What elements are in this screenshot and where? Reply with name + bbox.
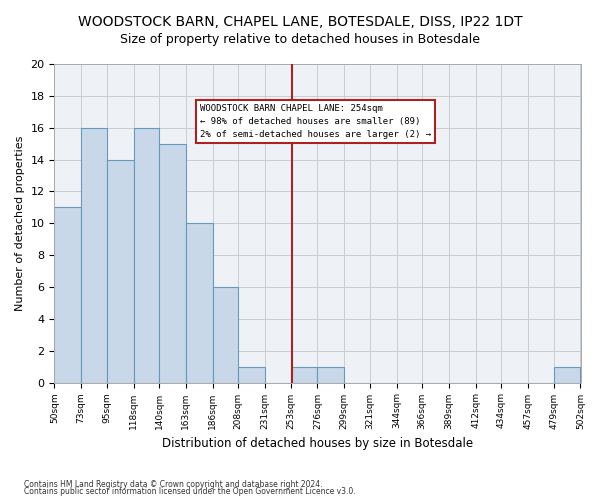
- Text: Contains HM Land Registry data © Crown copyright and database right 2024.: Contains HM Land Registry data © Crown c…: [24, 480, 323, 489]
- Text: WOODSTOCK BARN, CHAPEL LANE, BOTESDALE, DISS, IP22 1DT: WOODSTOCK BARN, CHAPEL LANE, BOTESDALE, …: [77, 15, 523, 29]
- Text: WOODSTOCK BARN CHAPEL LANE: 254sqm
← 98% of detached houses are smaller (89)
2% : WOODSTOCK BARN CHAPEL LANE: 254sqm ← 98%…: [200, 104, 431, 139]
- Bar: [107, 160, 134, 382]
- Bar: [55, 208, 81, 382]
- Bar: [554, 366, 580, 382]
- Bar: [159, 144, 186, 382]
- Bar: [81, 128, 107, 382]
- X-axis label: Distribution of detached houses by size in Botesdale: Distribution of detached houses by size …: [162, 437, 473, 450]
- Bar: [212, 287, 238, 382]
- Bar: [186, 224, 212, 382]
- Bar: [238, 366, 265, 382]
- Y-axis label: Number of detached properties: Number of detached properties: [15, 136, 25, 311]
- Text: Size of property relative to detached houses in Botesdale: Size of property relative to detached ho…: [120, 32, 480, 46]
- Bar: [290, 366, 317, 382]
- Bar: [134, 128, 159, 382]
- Text: Contains public sector information licensed under the Open Government Licence v3: Contains public sector information licen…: [24, 487, 356, 496]
- Bar: [317, 366, 344, 382]
